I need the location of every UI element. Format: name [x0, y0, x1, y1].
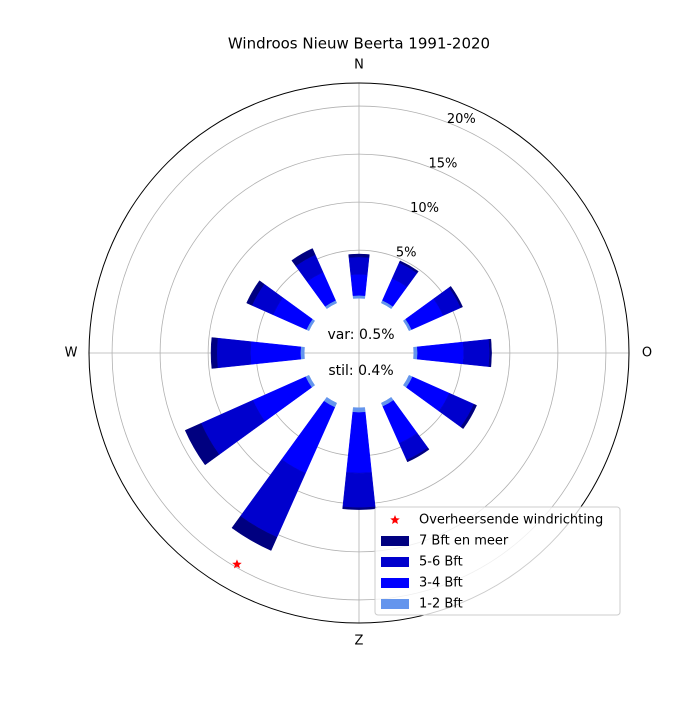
- wind-bar: [216, 337, 252, 369]
- wind-bar: [348, 256, 370, 275]
- wind-bar: [342, 506, 376, 510]
- wind-bar: [413, 346, 418, 360]
- wind-bar: [250, 341, 301, 365]
- wind-bar: [462, 339, 490, 367]
- wind-bar: [460, 403, 477, 430]
- angle-label: O: [642, 346, 652, 361]
- wind-bar: [291, 248, 316, 267]
- legend-box: [374, 506, 621, 616]
- wind-bar: [417, 341, 464, 365]
- wind-bar: [350, 273, 368, 296]
- wind-bar: [352, 407, 366, 413]
- annotation: stil: 0.4%: [328, 363, 393, 379]
- wind-bar: [406, 447, 430, 463]
- wind-bar: [252, 376, 312, 422]
- radial-tick-label: 10%: [410, 201, 439, 216]
- wind-bar: [488, 338, 492, 368]
- legend-swatch: [381, 599, 409, 609]
- angle-label: Z: [355, 634, 364, 649]
- radial-tick-label: 20%: [447, 112, 476, 127]
- prevailing-marker: [232, 559, 242, 569]
- radial-tick-label: 15%: [428, 157, 457, 172]
- legend-label: 7 Bft en meer: [419, 534, 509, 549]
- wind-bar: [184, 423, 220, 466]
- legend-swatch: [381, 557, 409, 567]
- wind-bar: [210, 337, 218, 369]
- legend-swatch: [381, 536, 409, 546]
- wind-bar: [231, 515, 278, 551]
- polar-frame: [88, 82, 630, 624]
- wind-bar: [348, 253, 370, 258]
- legend-label: Overheersende windrichting: [419, 513, 603, 528]
- wind-bar: [346, 411, 372, 474]
- legend-label: 1-2 Bft: [419, 597, 463, 612]
- legend-label: 3-4 Bft: [419, 576, 463, 591]
- wind-bar: [352, 295, 366, 299]
- wind-bar: [342, 472, 376, 508]
- wind-bar: [300, 346, 305, 360]
- legend-swatch: [381, 578, 409, 588]
- wind-bar: [246, 280, 265, 306]
- wind-bar: [398, 260, 419, 274]
- angle-label: N: [354, 58, 364, 73]
- legend-label: 5-6 Bft: [419, 555, 463, 570]
- wind-bar: [281, 400, 336, 474]
- annotation: var: 0.5%: [327, 327, 394, 343]
- legend-marker: [390, 515, 400, 525]
- chart-title: Windroos Nieuw Beerta 1991-2020: [228, 35, 490, 53]
- radial-tick-label: 5%: [396, 245, 417, 260]
- wind-bar: [448, 286, 463, 308]
- angle-label: W: [65, 346, 78, 361]
